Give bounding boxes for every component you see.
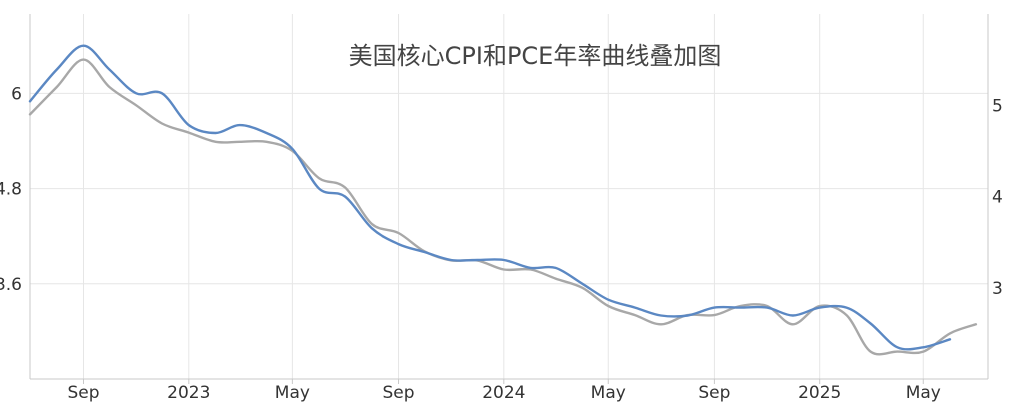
x-tick-label: 2025 — [798, 383, 841, 403]
right-y-tick-label: 4 — [992, 188, 1003, 208]
x-tick-label: Sep — [698, 383, 730, 403]
x-tick-label: May — [906, 383, 941, 403]
label-layer: Sep 2023 May Sep 2024 May Sep 2025 May 6 4.8 3.6 5 4 3 — [0, 84, 1003, 403]
x-tick-label: Sep — [67, 383, 99, 403]
left-y-tick-label: 3.6 — [0, 275, 22, 295]
x-tick-label: May — [591, 383, 626, 403]
left-y-tick-label: 6 — [11, 84, 22, 104]
x-tick-label: May — [275, 383, 310, 403]
series-layer — [28, 44, 978, 356]
axis-layer — [29, 14, 989, 384]
series-line-left-axis — [28, 44, 952, 351]
right-y-tick-label: 5 — [992, 96, 1003, 116]
x-tick-label: 2023 — [167, 383, 210, 403]
x-tick-label: 2024 — [482, 383, 525, 403]
right-y-tick-label: 3 — [992, 279, 1003, 299]
x-tick-label: Sep — [383, 383, 415, 403]
left-y-tick-label: 4.8 — [0, 180, 22, 200]
grid-layer — [30, 14, 988, 379]
series-line-right-axis — [28, 58, 978, 356]
chart-title: 美国核心CPI和PCE年率曲线叠加图 — [349, 42, 722, 70]
